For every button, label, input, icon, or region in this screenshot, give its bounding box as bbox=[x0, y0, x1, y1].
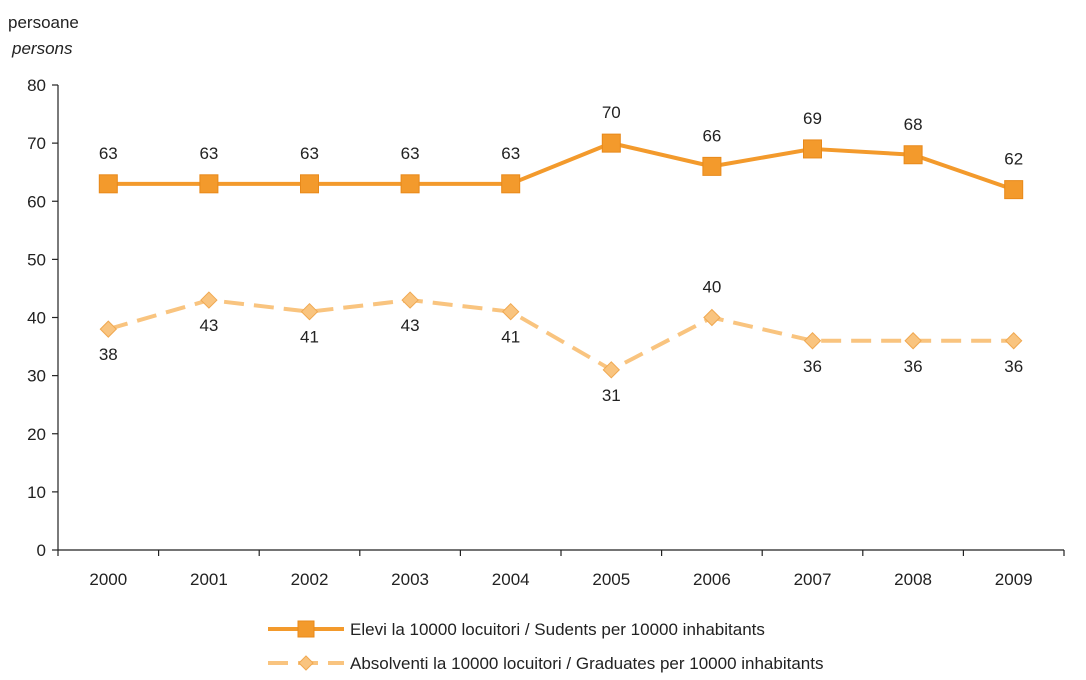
data-label: 62 bbox=[1004, 150, 1023, 169]
series-1-marker bbox=[400, 174, 420, 194]
series-1-marker bbox=[199, 174, 219, 194]
data-label: 69 bbox=[803, 109, 822, 128]
data-label: 36 bbox=[803, 357, 822, 376]
series-2-marker bbox=[401, 291, 419, 309]
data-label: 63 bbox=[501, 144, 520, 163]
data-label: 31 bbox=[602, 386, 621, 405]
series-1-marker bbox=[1004, 180, 1024, 200]
x-tick-label: 2004 bbox=[492, 570, 530, 589]
y-tick-label: 0 bbox=[37, 541, 46, 560]
series-2-marker bbox=[200, 291, 218, 309]
x-tick-label: 2002 bbox=[291, 570, 329, 589]
series-layer bbox=[98, 133, 1024, 379]
data-label: 38 bbox=[99, 345, 118, 364]
series-line-2 bbox=[107, 298, 1014, 372]
y-unit-label: persoane bbox=[8, 13, 79, 32]
data-label: 36 bbox=[904, 357, 923, 376]
data-label: 63 bbox=[401, 144, 420, 163]
y-tick-label: 80 bbox=[27, 76, 46, 95]
data-label: 63 bbox=[99, 144, 118, 163]
y-tick-label: 60 bbox=[27, 192, 46, 211]
x-tick-label: 2005 bbox=[592, 570, 630, 589]
y-tick-label: 50 bbox=[27, 250, 46, 269]
series-1-marker bbox=[501, 174, 521, 194]
x-tick-label: 2001 bbox=[190, 570, 228, 589]
series-2-marker bbox=[602, 361, 621, 379]
x-tick-label: 2006 bbox=[693, 570, 731, 589]
y-tick-label: 40 bbox=[27, 309, 46, 328]
data-label: 41 bbox=[501, 328, 520, 347]
data-label: 43 bbox=[199, 316, 218, 335]
series-2-marker bbox=[99, 320, 118, 338]
series-2-marker bbox=[1004, 332, 1023, 350]
y-tick-label: 20 bbox=[27, 425, 46, 444]
series-1-marker bbox=[98, 174, 118, 194]
series-1-marker bbox=[601, 133, 621, 153]
data-label: 41 bbox=[300, 328, 319, 347]
series-2-marker bbox=[904, 332, 922, 350]
data-label: 40 bbox=[702, 278, 721, 297]
legend: Elevi la 10000 locuitori / Sudents per 1… bbox=[268, 620, 823, 673]
y-tick-label: 30 bbox=[27, 367, 46, 386]
legend-marker bbox=[298, 655, 314, 671]
axes: 0 10 20 30 40 50 60 70 80 2000 2001 2002 2003 2004 200… bbox=[27, 76, 1065, 589]
data-label: 63 bbox=[300, 144, 319, 163]
y-tick-label: 10 bbox=[27, 483, 46, 502]
series-2-marker bbox=[803, 332, 822, 350]
series-1-marker bbox=[803, 139, 822, 159]
legend-label: Absolventi la 10000 locuitori / Graduate… bbox=[350, 654, 823, 673]
series-2-marker bbox=[703, 308, 721, 327]
x-tick-label: 2007 bbox=[794, 570, 832, 589]
x-tick-label: 2008 bbox=[894, 570, 932, 589]
series-1-marker bbox=[702, 156, 722, 176]
series-1-marker bbox=[300, 174, 319, 194]
series-2-marker bbox=[300, 302, 319, 321]
x-tick-label: 2003 bbox=[391, 570, 429, 589]
x-tick-label: 2009 bbox=[995, 570, 1033, 589]
data-label: 36 bbox=[1004, 357, 1023, 376]
series-2-marker bbox=[501, 302, 520, 321]
y-tick-label: 70 bbox=[27, 134, 46, 153]
x-tick-label: 2000 bbox=[89, 570, 127, 589]
y-unit-label-english: persons bbox=[11, 39, 73, 58]
series-1-marker bbox=[903, 145, 923, 165]
data-labels: 38 43 41 43 41 31 40 36 36 36 63 63 63 63 63 70 66 69 68 62 bbox=[99, 103, 1023, 405]
series-line-1 bbox=[108, 141, 1015, 192]
data-label: 63 bbox=[199, 144, 218, 163]
data-label: 70 bbox=[602, 103, 621, 122]
data-label: 43 bbox=[401, 316, 420, 335]
data-label: 66 bbox=[702, 126, 721, 145]
legend-label: Elevi la 10000 locuitori / Sudents per 1… bbox=[350, 620, 765, 639]
data-label: 68 bbox=[904, 115, 923, 134]
legend-marker bbox=[297, 620, 315, 638]
